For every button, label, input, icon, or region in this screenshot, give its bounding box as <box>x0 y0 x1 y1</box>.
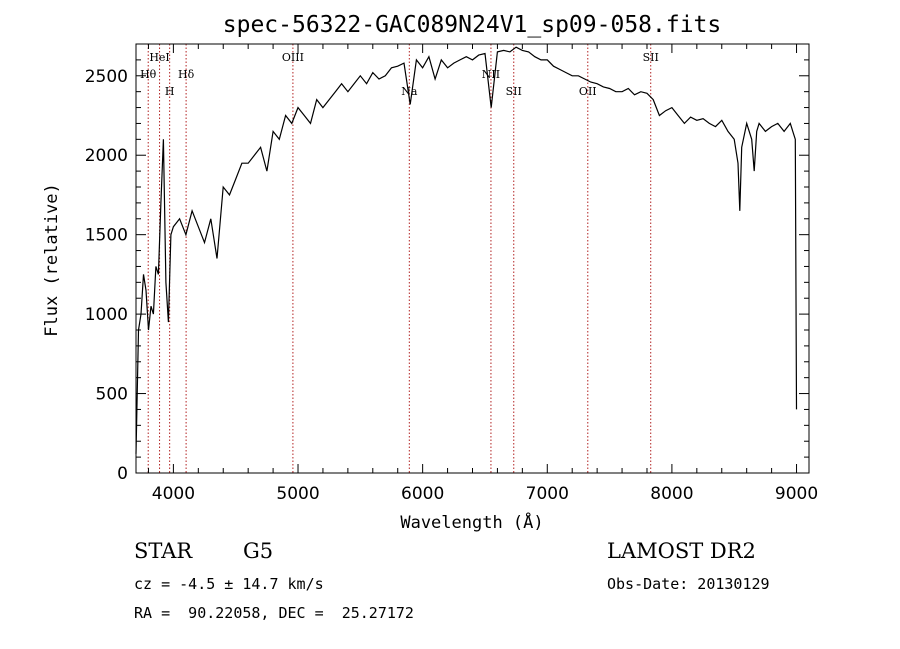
x-tick-label: 8000 <box>650 484 693 504</box>
spectral-line-label: OIII <box>282 51 304 64</box>
spectral-lines-layer: Hθ HeI HHδ OIII Na NII SII OII SII <box>140 44 659 473</box>
coordinates: RA = 90.22058, DEC = 25.27172 <box>134 604 414 622</box>
x-tick-label: 9000 <box>775 484 818 504</box>
obs-date: Obs-Date: 20130129 <box>607 575 770 593</box>
y-tick-label: 1500 <box>85 226 128 246</box>
spectral-line-label: Na <box>401 85 418 98</box>
redshift-line: cz = -4.5 ± 14.7 km/s <box>134 575 324 593</box>
spectral-line-label: Hδ <box>178 68 195 81</box>
x-axis-label: Wavelength (Å) <box>400 511 543 533</box>
spectral-line-label: OII <box>579 85 597 98</box>
y-axis-label: Flux (relative) <box>42 183 62 337</box>
spectrum-line <box>135 46 798 454</box>
y-tick-label: 2500 <box>85 67 128 87</box>
object-subclass: G5 <box>243 539 274 563</box>
spectral-line-label: SII <box>506 85 522 98</box>
survey-label: LAMOST DR2 <box>607 539 756 563</box>
spectral-line-label: HeI <box>149 51 169 64</box>
x-tick-label: 6000 <box>401 484 444 504</box>
y-tick-label: 1000 <box>85 305 128 325</box>
spectral-line-label: Hθ <box>140 68 157 81</box>
spectral-line-label: H <box>165 85 175 98</box>
y-tick-label: 2000 <box>85 146 128 166</box>
x-tick-label: 5000 <box>276 484 319 504</box>
x-tick-label: 4000 <box>152 484 195 504</box>
axis-ticks: 4000 5000 6000 7000 8000 9000 0 500 1000 1500 2000… <box>85 44 818 504</box>
y-tick-label: 0 <box>117 464 128 484</box>
y-tick-label: 500 <box>96 385 128 405</box>
chart-title: spec-56322-GAC089N24V1_sp09-058.fits <box>223 12 722 38</box>
object-class: STAR <box>134 539 193 563</box>
spectral-line-label: NII <box>482 68 500 81</box>
plot-frame <box>135 43 810 474</box>
spectral-line-label: SII <box>643 51 659 64</box>
x-tick-label: 7000 <box>526 484 569 504</box>
